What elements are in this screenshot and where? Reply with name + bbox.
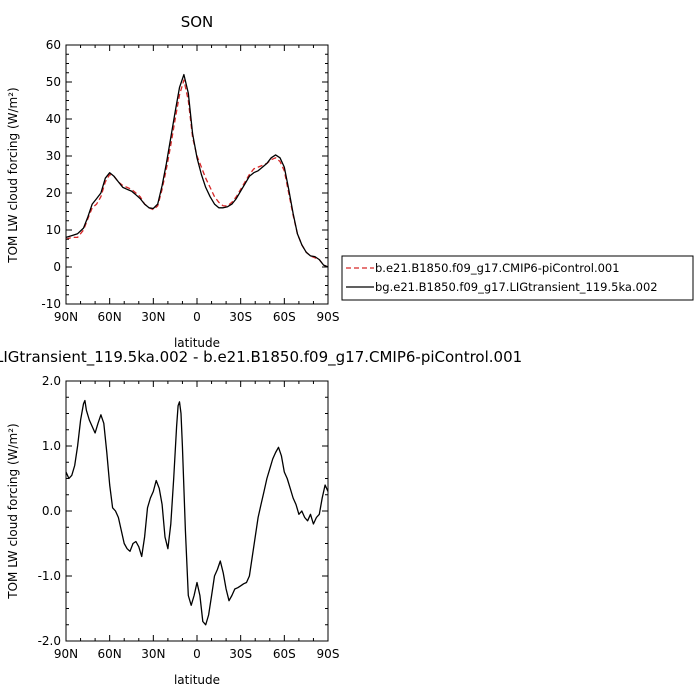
top-ytick-label: 10 (46, 223, 61, 237)
bottom-ytick-label: -2.0 (38, 634, 61, 648)
bottom-title: LIGtransient_119.5ka.002 - b.e21.B1850.f… (0, 348, 522, 367)
bottom-panel: LIGtransient_119.5ka.002 - b.e21.B1850.f… (0, 348, 522, 687)
top-xtick-label: 60N (98, 310, 122, 324)
top-plot-frame (65, 44, 329, 305)
top-ytick-label: 0 (53, 260, 61, 274)
top-series-line-1 (65, 73, 329, 268)
top-xtick-label: 30N (141, 310, 165, 324)
top-xtick-label: 90N (54, 310, 78, 324)
bottom-xlabel: latitude (174, 673, 220, 687)
top-series-line-0 (65, 79, 329, 268)
bottom-plot-area: 90N 60N 30N 0 30S 60S 90S -2.0 -1.0 0.0 1.0 2.0 (38, 374, 340, 661)
legend-box (341, 255, 694, 301)
top-ytick-label: 30 (46, 149, 61, 163)
bottom-xtick-label: 60S (273, 647, 296, 661)
bottom-xtick-label: 0 (193, 647, 201, 661)
bottom-xtick-label: 60N (98, 647, 122, 661)
bottom-xtick-label: 90N (54, 647, 78, 661)
top-xtick-label: 30S (229, 310, 252, 324)
top-xtick-label: 0 (193, 310, 201, 324)
legend-label-picontrol: b.e21.B1850.f09_g17.CMIP6-piControl.001 (375, 261, 620, 275)
bottom-xtick-label: 30N (141, 647, 165, 661)
top-ytick-label: 20 (46, 186, 61, 200)
bottom-plot-frame (65, 380, 329, 642)
bottom-ytick-label: -1.0 (38, 569, 61, 583)
top-xlabel: latitude (174, 336, 220, 350)
top-ytick-label: 50 (46, 75, 61, 89)
top-xtick-label: 90S (317, 310, 340, 324)
top-panel: SON 90N 60N 30N 0 30S 60S 90S-100102030405060 … (6, 13, 339, 350)
bottom-ytick-label: 1.0 (42, 439, 61, 453)
top-plot-area: 90N 60N 30N 0 30S 60S 90S -10 0 10 20 30 40 50 60 (41, 38, 339, 324)
top-title: SON (181, 13, 214, 31)
top-ytick-label: 60 (46, 38, 61, 52)
legend-label-ligtransient: bg.e21.B1850.f09_g17.LIGtransient_119.5k… (375, 280, 658, 294)
bottom-xtick-label: 90S (317, 647, 340, 661)
bottom-ytick-label: 2.0 (42, 374, 61, 388)
bottom-ytick-label: 0.0 (42, 504, 61, 518)
legend: b.e21.B1850.f09_g17.CMIP6-piControl.001 … (341, 255, 694, 301)
top-xtick-label: 60S (273, 310, 296, 324)
top-ylabel: TOM LW cloud forcing (W/m²) (6, 87, 20, 264)
bottom-ylabel: TOM LW cloud forcing (W/m²) (6, 423, 20, 600)
bottom-xtick-label: 30S (229, 647, 252, 661)
top-ytick-label: 40 (46, 112, 61, 126)
bottom-series-line-0 (65, 399, 329, 626)
top-ytick-label: -10 (41, 297, 61, 311)
